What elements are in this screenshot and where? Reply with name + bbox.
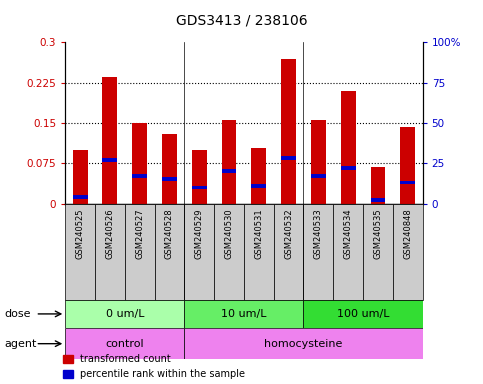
Text: agent: agent bbox=[5, 339, 37, 349]
Bar bbox=[281, 157, 296, 160]
Bar bbox=[363, 204, 393, 300]
Bar bbox=[192, 150, 207, 204]
Text: GDS3413 / 238106: GDS3413 / 238106 bbox=[176, 13, 307, 27]
Bar bbox=[303, 204, 333, 300]
Bar bbox=[370, 167, 385, 204]
Bar bbox=[274, 204, 303, 300]
Bar bbox=[162, 134, 177, 204]
Bar bbox=[400, 181, 415, 184]
Text: GSM240525: GSM240525 bbox=[76, 208, 85, 259]
Bar bbox=[281, 60, 296, 204]
Text: GSM240535: GSM240535 bbox=[373, 208, 383, 259]
Text: GSM240533: GSM240533 bbox=[314, 208, 323, 259]
Text: 100 um/L: 100 um/L bbox=[337, 309, 389, 319]
Text: GSM240529: GSM240529 bbox=[195, 208, 204, 259]
Text: GSM240527: GSM240527 bbox=[135, 208, 144, 259]
Bar bbox=[162, 177, 177, 181]
Bar bbox=[341, 91, 355, 204]
Text: GSM240532: GSM240532 bbox=[284, 208, 293, 259]
Text: 10 um/L: 10 um/L bbox=[221, 309, 267, 319]
Bar bbox=[222, 120, 237, 204]
Bar bbox=[400, 127, 415, 204]
Bar bbox=[155, 204, 185, 300]
Bar bbox=[132, 123, 147, 204]
Bar bbox=[341, 166, 355, 170]
Text: GSM240528: GSM240528 bbox=[165, 208, 174, 259]
Bar bbox=[65, 300, 185, 328]
Bar bbox=[95, 204, 125, 300]
Text: 0 um/L: 0 um/L bbox=[105, 309, 144, 319]
Bar bbox=[185, 204, 214, 300]
Bar bbox=[244, 204, 274, 300]
Bar bbox=[125, 204, 155, 300]
Text: homocysteine: homocysteine bbox=[264, 339, 342, 349]
Bar bbox=[102, 158, 117, 162]
Text: GSM240531: GSM240531 bbox=[255, 208, 263, 259]
Text: GSM240534: GSM240534 bbox=[344, 208, 353, 259]
Bar bbox=[214, 204, 244, 300]
Bar bbox=[370, 199, 385, 202]
Bar bbox=[393, 204, 423, 300]
Bar bbox=[185, 300, 303, 328]
Text: GSM240530: GSM240530 bbox=[225, 208, 233, 259]
Bar bbox=[311, 120, 326, 204]
Bar bbox=[333, 204, 363, 300]
Text: control: control bbox=[105, 339, 144, 349]
Bar bbox=[72, 150, 87, 204]
Text: dose: dose bbox=[5, 309, 31, 319]
Bar bbox=[222, 169, 237, 173]
Bar bbox=[72, 195, 87, 199]
Bar bbox=[303, 300, 423, 328]
Bar bbox=[102, 77, 117, 204]
Text: GSM240848: GSM240848 bbox=[403, 208, 412, 259]
Legend: transformed count, percentile rank within the sample: transformed count, percentile rank withi… bbox=[63, 354, 245, 379]
Bar bbox=[251, 148, 266, 204]
Bar bbox=[185, 328, 423, 359]
Bar bbox=[65, 204, 95, 300]
Text: GSM240526: GSM240526 bbox=[105, 208, 114, 259]
Bar bbox=[251, 184, 266, 188]
Bar bbox=[192, 185, 207, 189]
Bar bbox=[311, 174, 326, 178]
Bar bbox=[132, 174, 147, 178]
Bar bbox=[65, 328, 185, 359]
